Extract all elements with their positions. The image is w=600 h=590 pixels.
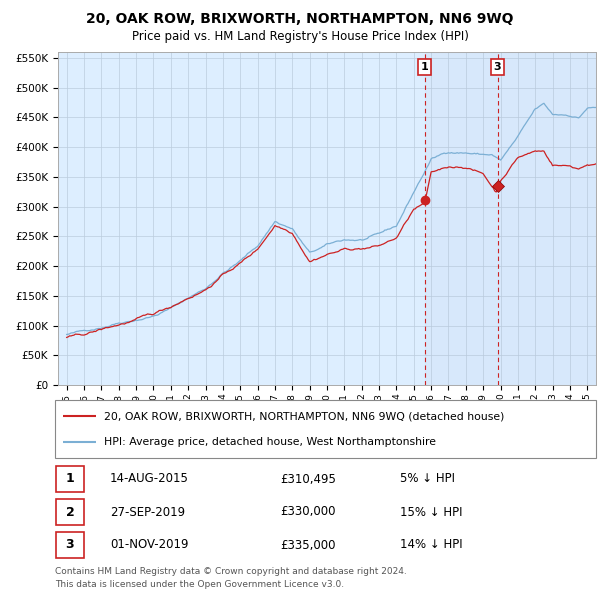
Text: 27-SEP-2019: 27-SEP-2019: [110, 506, 185, 519]
Text: £330,000: £330,000: [280, 506, 335, 519]
Text: 1: 1: [421, 62, 428, 72]
Bar: [425, 52, 596, 385]
Text: Contains HM Land Registry data © Crown copyright and database right 2024.: Contains HM Land Registry data © Crown c…: [55, 567, 407, 576]
FancyBboxPatch shape: [56, 466, 84, 492]
Text: 2: 2: [65, 506, 74, 519]
Text: 5% ↓ HPI: 5% ↓ HPI: [400, 473, 455, 486]
Text: £310,495: £310,495: [280, 473, 336, 486]
FancyBboxPatch shape: [56, 499, 84, 525]
FancyBboxPatch shape: [55, 400, 596, 458]
Text: 20, OAK ROW, BRIXWORTH, NORTHAMPTON, NN6 9WQ (detached house): 20, OAK ROW, BRIXWORTH, NORTHAMPTON, NN6…: [104, 411, 504, 421]
Text: 14% ↓ HPI: 14% ↓ HPI: [400, 539, 463, 552]
Text: 1: 1: [65, 473, 74, 486]
Text: £335,000: £335,000: [280, 539, 335, 552]
Text: 14-AUG-2015: 14-AUG-2015: [110, 473, 189, 486]
Text: Price paid vs. HM Land Registry's House Price Index (HPI): Price paid vs. HM Land Registry's House …: [131, 30, 469, 43]
Text: 3: 3: [65, 539, 74, 552]
Text: 01-NOV-2019: 01-NOV-2019: [110, 539, 188, 552]
Text: 20, OAK ROW, BRIXWORTH, NORTHAMPTON, NN6 9WQ: 20, OAK ROW, BRIXWORTH, NORTHAMPTON, NN6…: [86, 12, 514, 26]
Text: 3: 3: [494, 62, 502, 72]
FancyBboxPatch shape: [56, 532, 84, 558]
Text: 15% ↓ HPI: 15% ↓ HPI: [400, 506, 463, 519]
Text: This data is licensed under the Open Government Licence v3.0.: This data is licensed under the Open Gov…: [55, 580, 344, 589]
Text: HPI: Average price, detached house, West Northamptonshire: HPI: Average price, detached house, West…: [104, 437, 436, 447]
